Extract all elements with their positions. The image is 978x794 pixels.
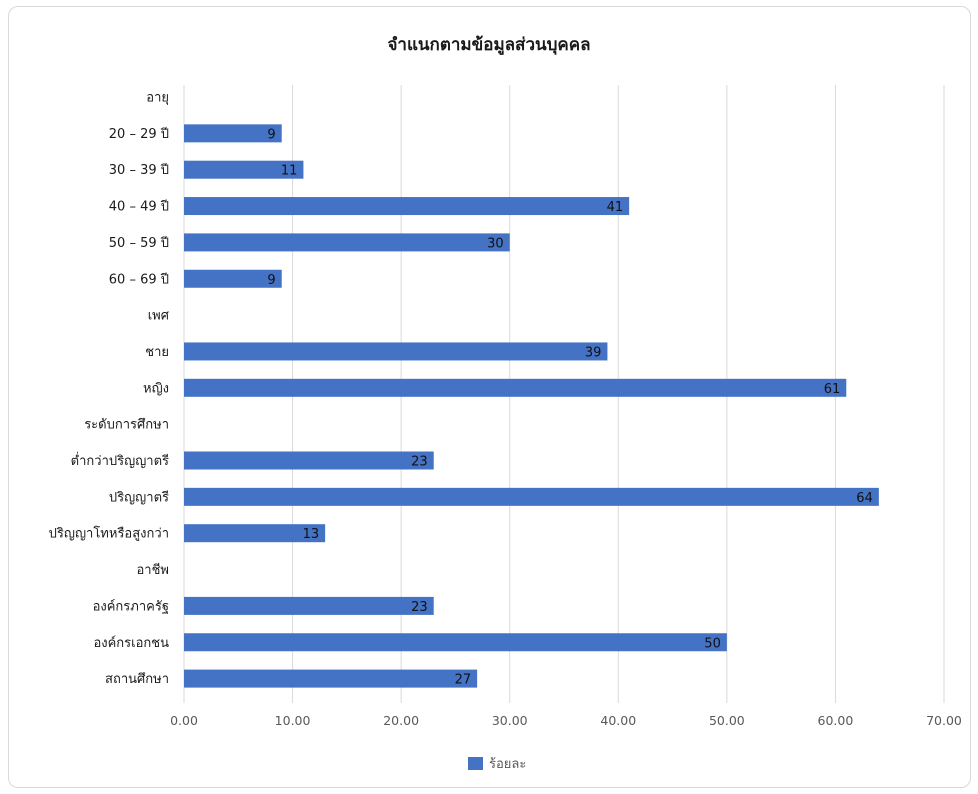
category-label: ปริญญาโทหรือสูงกว่า [49,526,169,542]
data-label: 9 [267,127,275,142]
category-label: องค์กรภาครัฐ [93,598,169,614]
x-tick-label: 30.00 [492,713,528,728]
group-label: ระดับการศึกษา [84,418,169,433]
bar [184,378,847,397]
chart-title: จำแนกตามข้อมูลส่วนบุคคล [387,35,590,56]
category-label: 60 – 69 ปี [109,271,169,287]
x-tick-label: 50.00 [709,713,745,728]
category-label: 30 – 39 ปี [109,162,169,178]
bar [184,342,608,361]
data-label: 41 [607,200,624,215]
bar [184,487,879,506]
data-label: 13 [303,527,320,542]
bar [184,669,478,688]
category-label: 40 – 49 ปี [109,199,169,215]
data-label: 61 [824,382,841,397]
category-label: 50 – 59 ปี [109,235,169,251]
data-label: 50 [704,636,721,651]
category-label: ชาย [145,345,169,360]
bar [184,124,282,143]
bar [184,269,282,288]
category-label: ปริญญาตรี [109,489,169,505]
bar [184,197,630,216]
category-label: หญิง [143,381,169,396]
bar [184,233,510,252]
bar [184,160,304,179]
data-label: 39 [585,345,602,360]
category-label: องค์กรเอกชน [93,635,169,651]
group-label: อายุ [146,91,169,106]
x-tick-label: 20.00 [383,713,419,728]
x-tick-label: 70.00 [926,713,962,728]
category-label: ต่ำกว่าปริญญาตรี [71,452,169,469]
legend-swatch [468,757,483,770]
data-label: 11 [281,164,298,179]
x-tick-label: 10.00 [275,713,311,728]
category-label: 20 – 29 ปี [109,126,169,142]
x-tick-label: 60.00 [818,713,854,728]
bar [184,596,434,615]
data-label: 27 [455,673,472,688]
category-label: สถานศึกษา [105,672,169,687]
data-label: 9 [267,273,275,288]
bar [184,633,727,652]
x-tick-label: 0.00 [170,713,198,728]
group-label: เพศ [148,309,170,324]
x-tick-label: 40.00 [600,713,636,728]
data-label: 30 [487,236,504,251]
group-label: อาชีพ [137,562,170,578]
data-label: 23 [411,600,428,615]
bar [184,451,434,470]
bar [184,524,326,543]
data-label: 23 [411,455,428,470]
legend-label: ร้อยละ [489,757,526,772]
data-label: 64 [856,491,873,506]
chart-card: จำแนกตามข้อมูลส่วนบุคคลอายุ 20 – 29 ปี 9 30… [8,6,971,788]
